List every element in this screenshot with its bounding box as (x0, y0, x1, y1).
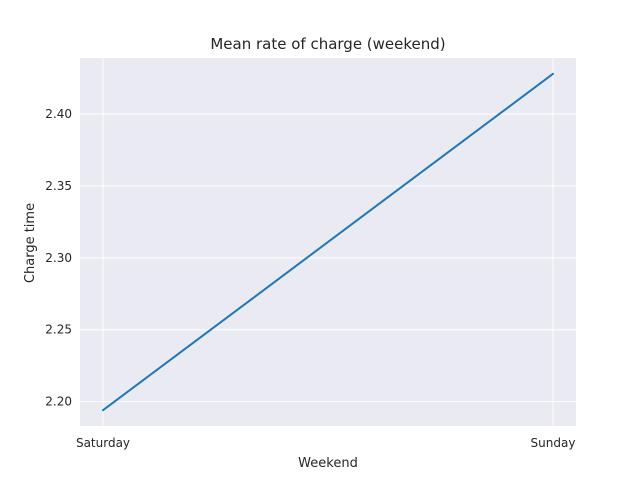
x-tick-label: Sunday (531, 436, 576, 450)
grid (80, 58, 576, 426)
y-tick-label: 2.30 (45, 251, 72, 265)
series-line (102, 72, 554, 412)
x-axis-label: Weekend (298, 456, 358, 471)
y-tick-label: 2.20 (45, 395, 72, 409)
y-tick-label: 2.25 (45, 323, 72, 337)
y-tick-label: 2.35 (45, 179, 72, 193)
y-axis-label: Charge time (23, 203, 38, 283)
x-tick-label: Saturday (76, 436, 130, 450)
y-tick-label: 2.40 (45, 107, 72, 121)
series-layer (102, 72, 554, 412)
tick-labels: Saturday Sunday 2.20 2.25 2.30 2.35 2.40 (45, 107, 575, 450)
chart-title: Mean rate of charge (weekend) (210, 35, 445, 53)
